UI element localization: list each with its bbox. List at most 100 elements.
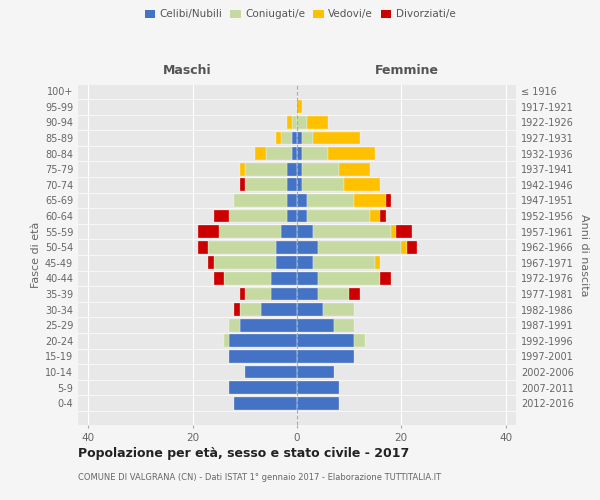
Bar [313,132,359,144]
Bar [245,163,287,175]
Bar [239,178,245,191]
Text: Popolazione per età, sesso e stato civile - 2017: Popolazione per età, sesso e stato civil… [78,448,409,460]
Bar [307,210,370,222]
Bar [328,147,375,160]
Bar [297,288,318,300]
Bar [386,194,391,207]
Bar [297,132,302,144]
Bar [318,272,380,285]
Text: COMUNE DI VALGRANA (CN) - Dati ISTAT 1° gennaio 2017 - Elaborazione TUTTITALIA.I: COMUNE DI VALGRANA (CN) - Dati ISTAT 1° … [78,472,441,482]
Bar [375,256,380,269]
Text: Femmine: Femmine [374,64,439,77]
Bar [302,163,339,175]
Bar [318,288,349,300]
Bar [198,241,208,254]
Bar [313,256,375,269]
Bar [245,178,287,191]
Bar [224,334,229,347]
Bar [287,163,297,175]
Bar [229,350,297,363]
Bar [297,334,355,347]
Bar [271,288,297,300]
Bar [297,147,302,160]
Bar [307,116,328,129]
Bar [297,163,302,175]
Bar [302,178,344,191]
Bar [208,241,276,254]
Bar [355,194,386,207]
Bar [224,272,271,285]
Bar [287,116,292,129]
Bar [391,225,396,238]
Bar [297,256,313,269]
Bar [297,397,339,409]
Bar [287,210,297,222]
Bar [287,178,297,191]
Bar [245,288,271,300]
Bar [229,319,239,332]
Bar [297,366,334,378]
Bar [334,319,355,332]
Bar [235,303,239,316]
Bar [407,241,417,254]
Bar [307,194,355,207]
Bar [370,210,380,222]
Bar [297,381,339,394]
Bar [198,225,219,238]
Bar [349,288,359,300]
Bar [297,350,355,363]
Bar [323,303,355,316]
Bar [245,366,297,378]
Bar [271,272,297,285]
Bar [214,272,224,285]
Bar [355,334,365,347]
Bar [344,178,380,191]
Y-axis label: Anni di nascita: Anni di nascita [579,214,589,296]
Bar [229,210,287,222]
Bar [239,163,245,175]
Bar [297,225,313,238]
Bar [318,241,401,254]
Bar [214,256,276,269]
Bar [297,178,302,191]
Bar [297,100,302,113]
Bar [297,319,334,332]
Bar [229,381,297,394]
Bar [239,288,245,300]
Bar [219,225,281,238]
Bar [380,272,391,285]
Bar [235,194,287,207]
Bar [313,225,391,238]
Bar [292,132,297,144]
Bar [401,241,407,254]
Bar [287,194,297,207]
Bar [396,225,412,238]
Bar [297,272,318,285]
Bar [297,194,307,207]
Text: Maschi: Maschi [163,64,212,77]
Bar [339,163,370,175]
Bar [255,147,266,160]
Bar [281,132,292,144]
Bar [297,210,307,222]
Bar [266,147,292,160]
Bar [260,303,297,316]
Bar [292,116,297,129]
Bar [281,225,297,238]
Bar [297,241,318,254]
Bar [208,256,214,269]
Bar [276,241,297,254]
Y-axis label: Fasce di età: Fasce di età [31,222,41,288]
Bar [239,319,297,332]
Bar [302,132,313,144]
Bar [292,147,297,160]
Bar [380,210,386,222]
Legend: Celibi/Nubili, Coniugati/e, Vedovi/e, Divorziati/e: Celibi/Nubili, Coniugati/e, Vedovi/e, Di… [140,5,460,24]
Bar [239,303,260,316]
Bar [229,334,297,347]
Bar [214,210,229,222]
Bar [276,256,297,269]
Bar [297,116,307,129]
Bar [297,303,323,316]
Bar [235,397,297,409]
